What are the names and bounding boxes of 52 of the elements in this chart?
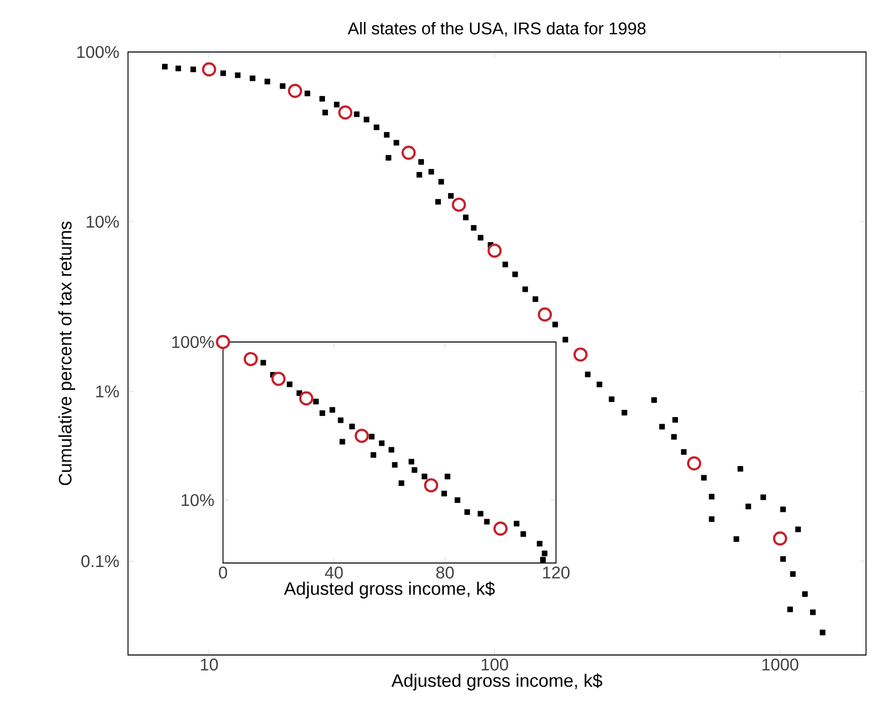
point xyxy=(542,550,548,556)
y-tick-label: 10% xyxy=(182,494,214,506)
x-tick-label: 0 xyxy=(218,566,228,579)
point xyxy=(354,428,369,443)
point xyxy=(313,398,319,404)
point xyxy=(540,556,546,562)
point xyxy=(320,410,326,416)
point xyxy=(392,462,398,468)
point xyxy=(493,522,508,536)
point xyxy=(330,407,336,413)
point xyxy=(424,478,438,492)
point xyxy=(398,480,404,486)
point xyxy=(271,372,286,386)
point xyxy=(368,434,375,440)
point xyxy=(412,467,418,473)
point xyxy=(299,391,314,406)
chart-title: All states of the USA, IRS data for 1998 xyxy=(348,22,646,36)
point xyxy=(338,417,344,424)
x-axis-title: Adjusted gross income, k$ xyxy=(284,581,495,598)
point xyxy=(349,424,355,430)
point xyxy=(370,452,376,458)
x-tick-label: 10 xyxy=(200,658,218,671)
point xyxy=(244,352,258,366)
point xyxy=(286,382,292,388)
point xyxy=(454,497,460,503)
point xyxy=(478,510,484,517)
y-axis-title: Cumulative percent of tax returns xyxy=(58,222,76,486)
y-tick-label: 0.1% xyxy=(81,555,119,568)
point xyxy=(536,540,542,546)
point xyxy=(216,334,230,350)
y-tick-label: 10% xyxy=(86,216,119,228)
point xyxy=(520,531,526,537)
point xyxy=(408,458,414,464)
point xyxy=(444,474,450,480)
y-tick-label: 1% xyxy=(96,386,119,398)
point xyxy=(514,520,520,526)
x-tick-label: 40 xyxy=(324,566,343,579)
point xyxy=(422,474,428,480)
y-tick-label: 100% xyxy=(172,336,214,348)
point xyxy=(388,447,394,453)
point xyxy=(464,509,470,515)
point xyxy=(441,490,447,496)
point xyxy=(378,440,385,446)
y-tick-label: 100% xyxy=(77,46,119,58)
x-tick-label: 120 xyxy=(543,566,570,579)
x-axis-title: Adjusted gross income, k$ xyxy=(391,673,602,690)
x-tick-label: 1000 xyxy=(762,658,798,671)
point xyxy=(340,438,346,445)
point xyxy=(484,518,490,525)
point xyxy=(260,360,266,366)
x-tick-label: 100 xyxy=(482,658,508,671)
x-tick-label: 80 xyxy=(436,566,454,579)
